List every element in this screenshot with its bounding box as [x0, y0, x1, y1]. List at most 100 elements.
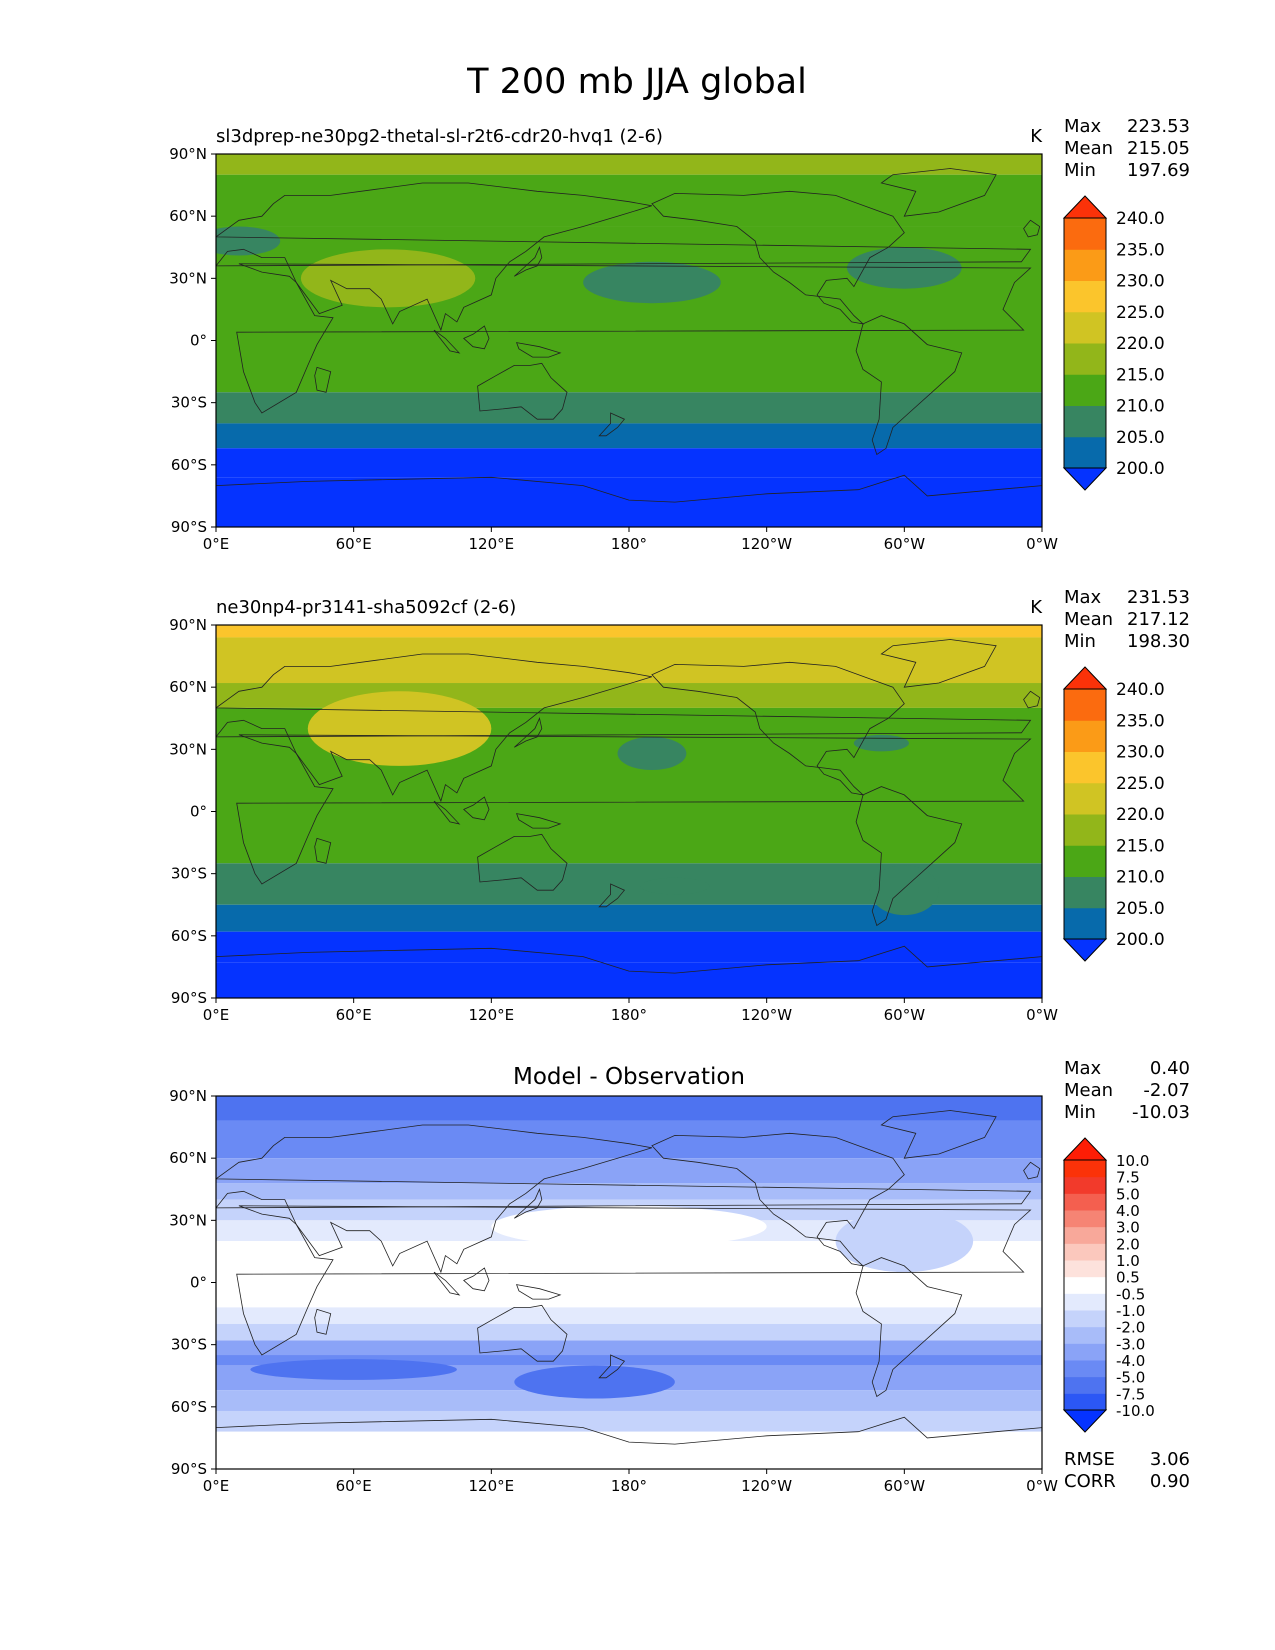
stat-label: Mean [1064, 609, 1113, 630]
colorbar-tick-label: -4.0 [1116, 1352, 1145, 1370]
field-band [216, 637, 1042, 684]
colorbar-tick-label: -10.0 [1116, 1402, 1155, 1420]
colorbar-tick-label: 7.5 [1116, 1169, 1140, 1187]
lat-tick-label: 60°N [169, 1149, 207, 1167]
stat-value: 231.53 [1127, 587, 1190, 608]
coastline [514, 1188, 543, 1219]
panel-difference: 0°E 60°E 120°E 180° 120°W 60°W 0°W 90°N 60°N 30°N… [169, 1058, 1190, 1495]
colorbar-segment [1064, 1243, 1106, 1261]
stat-label: RMSE [1064, 1449, 1115, 1470]
panel-title: ne30np4-pr3141-sha5092cf (2-6) [216, 597, 516, 618]
field-band [216, 1448, 1042, 1469]
coastline [514, 246, 543, 277]
coastline [236, 1205, 1032, 1356]
lat-tick-label: 60°S [171, 927, 207, 945]
colorbar-extend-min [1062, 467, 1108, 491]
lat-tick-label: 90°S [171, 1460, 207, 1478]
colorbar-segment [1064, 249, 1106, 281]
coastline [515, 813, 562, 829]
field-anomaly [835, 1209, 974, 1273]
panel-title: sl3dprep-ne30pg2-thetal-sl-r2t6-cdr20-hv… [216, 126, 663, 147]
lat-tick-label: 90°S [171, 989, 207, 1007]
colorbar-tick-label: 0.5 [1116, 1269, 1140, 1287]
field-band [216, 1096, 1042, 1121]
lon-tick-label: 120°E [469, 535, 515, 553]
field-band [216, 962, 1042, 998]
map-field [216, 154, 1042, 527]
colorbar-tick-label: 200.0 [1116, 930, 1165, 950]
stat-value: 0.90 [1150, 1471, 1190, 1492]
colorbar-segment [1064, 751, 1106, 784]
stat-label: Max [1064, 116, 1102, 137]
colorbar-segment [1064, 311, 1106, 344]
lon-tick-label: 120°W [741, 1477, 792, 1495]
colorbar-extend-max [1062, 666, 1108, 690]
field-anomaly [216, 226, 281, 256]
coastline [236, 263, 1032, 414]
colorbar-tick-label: -2.0 [1116, 1319, 1145, 1337]
coastline [314, 366, 332, 393]
field-band [216, 1158, 1042, 1184]
coastline [651, 1132, 905, 1267]
lat-tick-label: 90°N [169, 145, 207, 163]
field-band [216, 1340, 1042, 1356]
colorbar-segment [1064, 689, 1106, 721]
field-band [216, 423, 1042, 449]
lon-tick-label: 180° [611, 1477, 647, 1495]
colorbar-segment [1064, 1293, 1106, 1311]
lon-tick-label: 0°E [203, 1006, 230, 1024]
colorbar-segment [1064, 405, 1106, 438]
figure-title: T 200 mb JJA global [466, 62, 807, 102]
units-label: K [1030, 597, 1043, 618]
lon-tick-label: 0°W [1026, 1477, 1058, 1495]
coastline [463, 325, 490, 350]
colorbar: -10.0-7.5-5.0-4.0-3.0-2.0-1.0-0.50.51.02… [1062, 1137, 1155, 1433]
colorbar-tick-label: 1.0 [1116, 1252, 1140, 1270]
colorbar-segment [1064, 1210, 1106, 1228]
field-anomaly [853, 734, 909, 752]
colorbar-tick-label: 215.0 [1116, 836, 1165, 856]
coastline [515, 342, 562, 358]
coastline [433, 800, 461, 825]
map-field [216, 1096, 1042, 1469]
panel-reference: 0°E 60°E 120°E 180° 120°W 60°W 0°W 90°N 60°N 30°N… [169, 587, 1190, 1024]
colorbar-segment [1064, 1343, 1106, 1361]
coastline [216, 1416, 1042, 1469]
colorbar-segment [1064, 1276, 1106, 1294]
colorbar-segment [1064, 1393, 1106, 1411]
stat-label: Min [1064, 160, 1096, 181]
coastline [880, 1110, 997, 1159]
colorbar-tick-label: 205.0 [1116, 428, 1165, 448]
coastline [855, 315, 963, 456]
field-band [216, 1390, 1042, 1411]
lat-tick-label: 90°N [169, 1087, 207, 1105]
coastline [651, 661, 905, 796]
colorbar-tick-label: -1.0 [1116, 1302, 1145, 1320]
colorbar-segment [1064, 1193, 1106, 1211]
coastline [216, 945, 1042, 998]
colorbar-extend-max [1062, 195, 1108, 219]
coastline [216, 1124, 1032, 1274]
stat-value: 197.69 [1127, 160, 1190, 181]
colorbar-tick-label: -7.5 [1116, 1385, 1145, 1403]
stat-value: 3.06 [1150, 1449, 1190, 1470]
field-anomaly [300, 249, 476, 308]
coastline [514, 717, 543, 748]
colorbar-segment [1064, 845, 1106, 877]
lat-tick-label: 0° [190, 332, 207, 350]
colorbar-tick-label: 230.0 [1116, 743, 1165, 763]
lat-tick-label: 30°S [171, 394, 207, 412]
colorbar-tick-label: 235.0 [1116, 240, 1165, 260]
lon-tick-label: 0°E [203, 1477, 230, 1495]
field-anomaly [583, 261, 721, 304]
field-band [216, 1120, 1042, 1159]
colorbar-segment [1064, 1160, 1106, 1178]
lat-tick-label: 60°S [171, 1398, 207, 1416]
field-band [216, 154, 1042, 175]
colorbar-segment [1064, 782, 1106, 815]
colorbar-tick-label: 220.0 [1116, 805, 1165, 825]
lat-tick-label: 60°N [169, 207, 207, 225]
coastline [314, 837, 332, 864]
colorbar-segment [1064, 218, 1106, 250]
colorbar-tick-label: 215.0 [1116, 365, 1165, 385]
